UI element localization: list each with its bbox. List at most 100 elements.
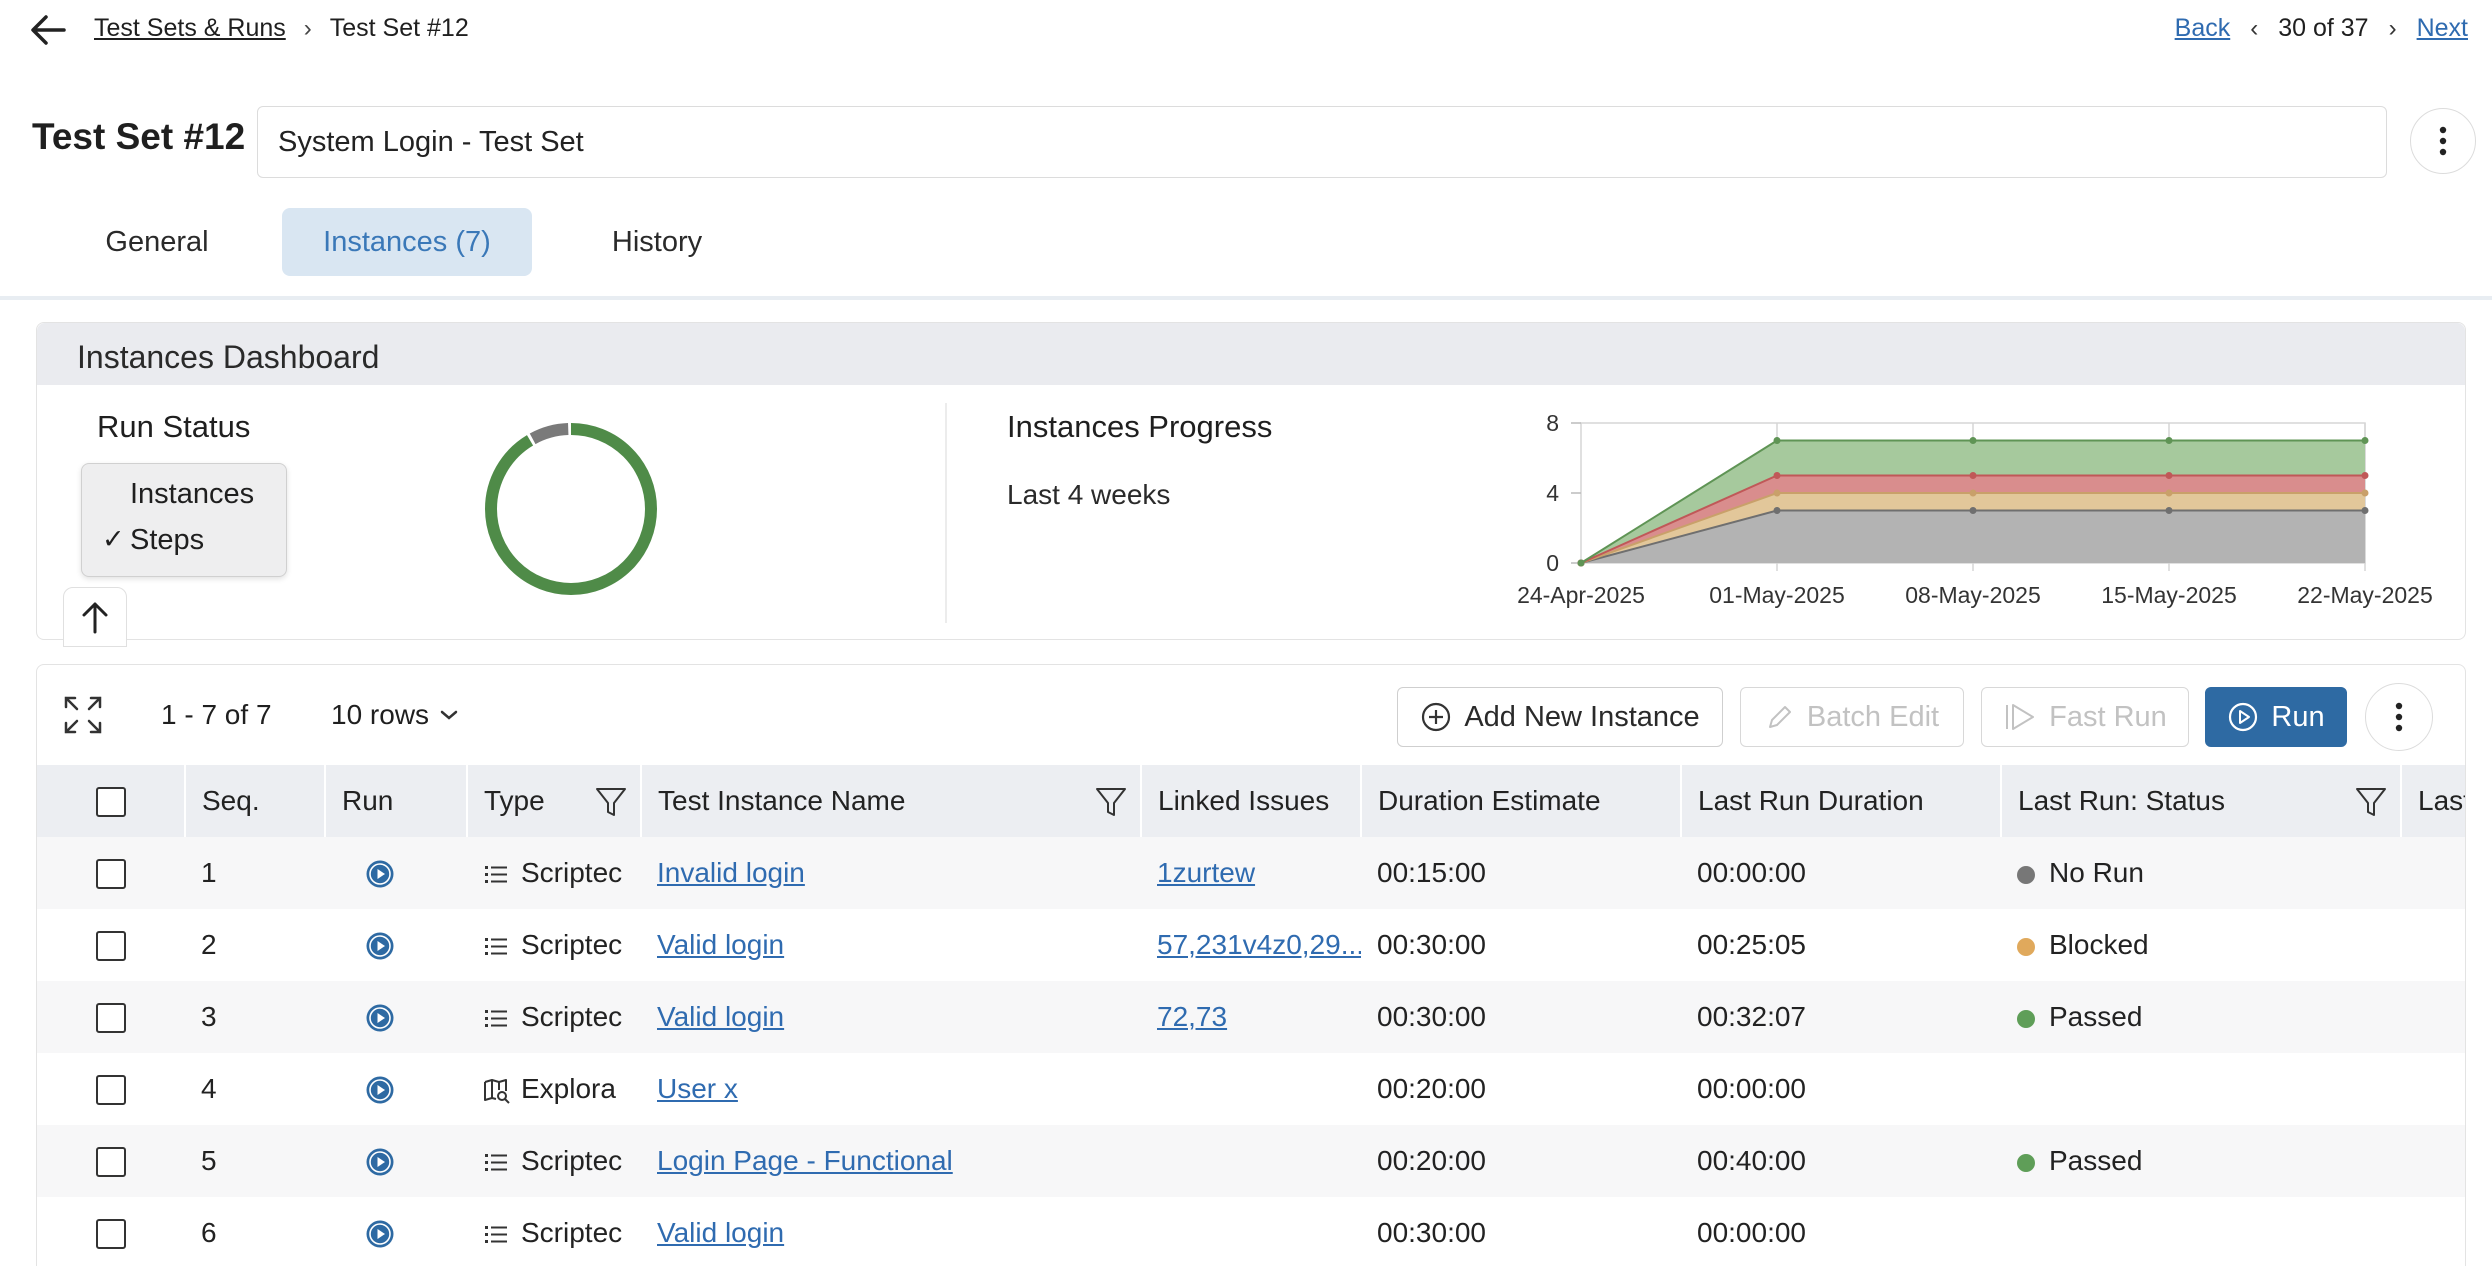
data-point[interactable] (1773, 472, 1781, 479)
run-instance-icon[interactable] (365, 931, 395, 961)
column-header-last-run-duration[interactable]: Last Run Duration (1681, 765, 2002, 837)
select-all-checkbox[interactable] (95, 787, 126, 818)
add-new-instance-button[interactable]: Add New Instance (1397, 687, 1723, 747)
row-checkbox[interactable] (96, 1075, 126, 1106)
run-cell (325, 837, 467, 909)
tab-general[interactable]: General (105, 225, 209, 258)
column-header-seq[interactable]: Seq. (185, 765, 326, 837)
breadcrumb-current: Test Set #12 (329, 14, 469, 42)
menu-item-steps[interactable]: Steps (130, 524, 205, 556)
run-instance-icon[interactable] (365, 1219, 395, 1249)
column-header-last-run-status[interactable]: Last Run: Status (2001, 765, 2402, 837)
filter-icon[interactable] (594, 785, 628, 819)
table-row[interactable]: 1 Scriptec Invalid login 1zurtew 00:15:00 00:… (37, 837, 2465, 909)
tab-history[interactable]: History (611, 225, 703, 258)
instances-progress-period: Last 4 weeks (1007, 479, 1171, 510)
run-status-donut-chart[interactable] (481, 419, 661, 599)
batch-edit-button[interactable]: Batch Edit (1740, 687, 1964, 747)
data-point[interactable] (1773, 489, 1781, 497)
list-icon (485, 865, 507, 883)
name-cell: Login Page - Functional (641, 1125, 1141, 1197)
data-point[interactable] (2165, 489, 2173, 497)
menu-item-instances[interactable]: Instances (130, 478, 255, 510)
run-instance-icon[interactable] (365, 1147, 395, 1177)
column-header-run[interactable]: Run (325, 765, 468, 837)
table-row[interactable]: 4 Explora User x 00:20:00 00:00:00 (37, 1053, 2465, 1125)
data-point[interactable] (2165, 437, 2173, 444)
pencil-icon (1768, 706, 1791, 728)
filter-icon[interactable] (1094, 785, 1128, 819)
table-row[interactable]: 2 Scriptec Valid login 57,231v4z0,29... 00:3… (37, 909, 2465, 981)
list-icon (485, 1153, 507, 1171)
test-instance-link[interactable]: Valid login (657, 929, 785, 960)
seq-cell: 3 (185, 981, 325, 1053)
rows-per-page-select[interactable]: 10 rows (331, 699, 459, 731)
table-row[interactable]: 5 Scriptec Login Page - Functional 00:20:00… (37, 1125, 2465, 1197)
data-point[interactable] (1969, 489, 1977, 497)
grid-more-options-button[interactable] (2365, 683, 2433, 751)
linked-issues-link[interactable]: 72,73 (1157, 1001, 1228, 1032)
test-instance-link[interactable]: Valid login (657, 1217, 785, 1248)
expand-icon[interactable] (63, 695, 103, 735)
run-instance-icon[interactable] (365, 859, 395, 889)
test-set-name-input[interactable] (257, 106, 2387, 178)
column-header-type[interactable]: Type (467, 765, 642, 837)
linked-issues-link[interactable]: 57,231v4z0,29... (1157, 929, 1361, 960)
last-run-status-cell: Passed (2001, 1125, 2401, 1197)
run-button[interactable]: Run (2205, 687, 2347, 747)
chevron-left-icon[interactable]: ‹ (2250, 14, 2259, 42)
chevron-down-icon (440, 710, 458, 720)
row-checkbox[interactable] (96, 1003, 126, 1034)
last-run-cell (2401, 837, 2465, 909)
row-checkbox[interactable] (96, 1147, 126, 1178)
data-point[interactable] (2361, 437, 2369, 444)
y-tick-label: 8 (1546, 410, 1559, 436)
data-point[interactable] (2361, 489, 2369, 497)
linked-issues-link[interactable]: 1zurtew (1157, 857, 1256, 888)
column-header-name[interactable]: Test Instance Name (641, 765, 1142, 837)
status-label: No Run (2049, 857, 2144, 888)
data-point[interactable] (2165, 507, 2173, 514)
data-point[interactable] (1969, 437, 1977, 444)
fast-run-button[interactable]: Fast Run (1981, 687, 2189, 747)
table-row[interactable]: 3 Scriptec Valid login 72,73 00:30:00 00:32:0… (37, 981, 2465, 1053)
type-cell: Scriptec (467, 837, 641, 909)
column-header-linked-issues[interactable]: Linked Issues (1141, 765, 1362, 837)
breadcrumb-parent-link[interactable]: Test Sets & Runs (94, 14, 286, 42)
data-point[interactable] (2165, 472, 2173, 479)
test-instance-link[interactable]: User x (657, 1073, 738, 1104)
data-point[interactable] (1577, 559, 1585, 567)
more-options-button[interactable] (2410, 108, 2476, 174)
vertical-dots-icon (2395, 702, 2403, 732)
test-instance-link[interactable]: Login Page - Functional (657, 1145, 953, 1176)
table-row[interactable]: 6 Scriptec Valid login 00:30:00 00:00:00 (37, 1197, 2465, 1266)
column-header-duration-estimate[interactable]: Duration Estimate (1361, 765, 1682, 837)
test-instance-link[interactable]: Invalid login (657, 857, 805, 888)
scroll-up-button[interactable] (63, 587, 127, 647)
last-run-cell (2401, 1125, 2465, 1197)
donut-segment[interactable] (485, 423, 657, 595)
row-checkbox[interactable] (96, 859, 126, 890)
next-link[interactable]: Next (2416, 14, 2468, 42)
test-instance-link[interactable]: Valid login (657, 1001, 785, 1032)
play-circle-icon (2229, 702, 2258, 732)
row-checkbox[interactable] (96, 1219, 126, 1250)
list-icon (485, 937, 507, 955)
data-point[interactable] (1969, 507, 1977, 514)
dashboard-header (37, 323, 2465, 385)
data-point[interactable] (1773, 507, 1781, 514)
back-arrow-icon[interactable] (28, 12, 68, 48)
row-checkbox[interactable] (96, 931, 126, 962)
run-instance-icon[interactable] (365, 1003, 395, 1033)
data-point[interactable] (1969, 472, 1977, 479)
back-link[interactable]: Back (2174, 14, 2231, 42)
last-run-status-cell (2001, 1197, 2401, 1266)
tab-instances[interactable]: Instances (7) (282, 208, 532, 276)
filter-icon[interactable] (2354, 785, 2388, 819)
column-header-last-run[interactable]: Last R (2401, 765, 2465, 837)
data-point[interactable] (1773, 437, 1781, 444)
data-point[interactable] (2361, 472, 2369, 479)
data-point[interactable] (2361, 507, 2369, 514)
chevron-right-icon[interactable]: › (2388, 14, 2397, 42)
run-instance-icon[interactable] (365, 1075, 395, 1105)
